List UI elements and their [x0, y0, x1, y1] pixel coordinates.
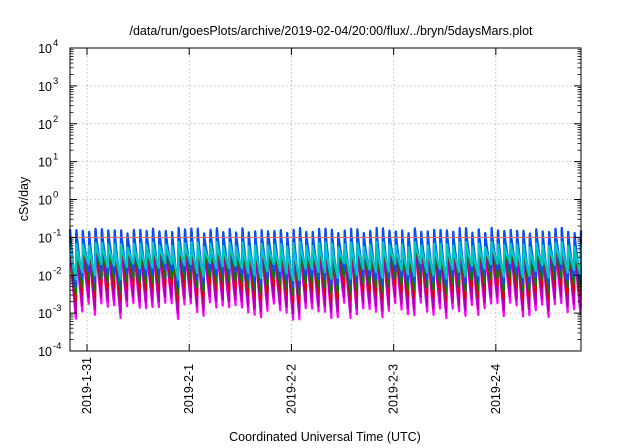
y-tick-exponent: 2 — [53, 114, 58, 125]
y-tick-exponent: -3 — [53, 303, 61, 314]
y-tick-label: 10 -1 — [38, 227, 61, 245]
y-tick-base: 10 — [38, 42, 52, 56]
x-tick-label: 2019-1-31 — [80, 357, 94, 414]
y-tick-exponent: -1 — [53, 227, 61, 238]
y-tick-base: 10 — [38, 269, 52, 283]
x-axis: 2019-1-31 2019-2-1 2019-2-2 2019-2-3 2019-2-… — [80, 48, 503, 414]
y-tick-base: 10 — [38, 345, 52, 359]
x-tick-label: 2019-2-1 — [182, 364, 196, 414]
y-tick-label: 10 1 — [38, 152, 58, 170]
y-tick-exponent: 1 — [53, 152, 58, 163]
y-tick-label: 10 -4 — [38, 341, 61, 359]
y-tick-label: 10 -2 — [38, 265, 61, 283]
series-line — [68, 240, 583, 282]
y-tick-exponent: 3 — [53, 76, 58, 87]
y-tick-exponent: -4 — [53, 341, 61, 352]
x-tick-label: 2019-2-3 — [387, 364, 401, 414]
y-tick-label: 10 2 — [38, 114, 58, 132]
y-tick-base: 10 — [38, 307, 52, 321]
y-tick-base: 10 — [38, 231, 52, 245]
x-tick-label: 2019-2-2 — [284, 364, 298, 414]
y-tick-base: 10 — [38, 80, 52, 94]
x-tick-label: 2019-2-4 — [489, 364, 503, 414]
chart-title: /data/run/goesPlots/archive/2019-02-04/2… — [129, 24, 533, 38]
plot-frame — [69, 47, 582, 352]
series-group — [68, 226, 583, 321]
y-tick-label: 10 -3 — [38, 303, 61, 321]
y-tick-exponent: 0 — [53, 190, 58, 201]
y-axis-label: cSv/day — [17, 176, 31, 221]
y-tick-label: 10 4 — [38, 38, 58, 56]
y-tick-label: 10 3 — [38, 76, 58, 94]
x-axis-label: Coordinated Universal Time (UTC) — [229, 430, 421, 444]
y-tick-label: 10 0 — [38, 190, 58, 208]
y-tick-base: 10 — [38, 156, 52, 170]
y-tick-base: 10 — [38, 118, 52, 132]
y-tick-base: 10 — [38, 194, 52, 208]
y-tick-exponent: -2 — [53, 265, 61, 276]
y-tick-exponent: 4 — [53, 38, 58, 49]
